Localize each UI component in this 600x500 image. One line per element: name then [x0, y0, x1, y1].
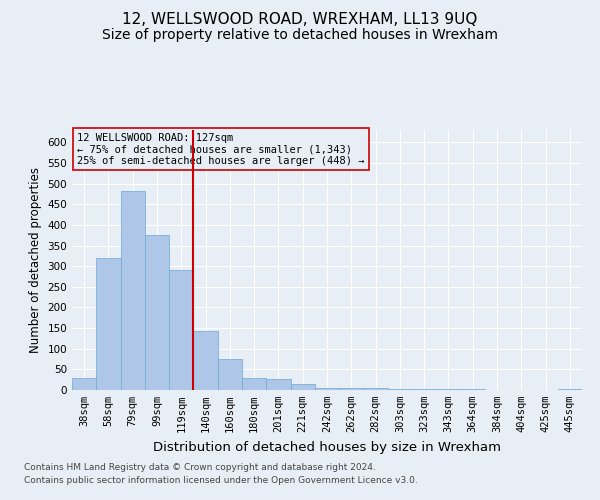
- Bar: [121, 190, 145, 390]
- Bar: [266, 379, 290, 390]
- Bar: [218, 359, 242, 390]
- Bar: [388, 389, 412, 390]
- Bar: [339, 388, 364, 390]
- Bar: [461, 389, 485, 390]
- Y-axis label: Number of detached properties: Number of detached properties: [29, 167, 42, 353]
- Text: 12 WELLSWOOD ROAD: 127sqm
← 75% of detached houses are smaller (1,343)
25% of se: 12 WELLSWOOD ROAD: 127sqm ← 75% of detac…: [77, 132, 365, 166]
- Bar: [290, 384, 315, 390]
- Bar: [242, 378, 266, 390]
- Bar: [72, 378, 96, 390]
- Text: Size of property relative to detached houses in Wrexham: Size of property relative to detached ho…: [102, 28, 498, 42]
- Text: Contains HM Land Registry data © Crown copyright and database right 2024.: Contains HM Land Registry data © Crown c…: [24, 464, 376, 472]
- X-axis label: Distribution of detached houses by size in Wrexham: Distribution of detached houses by size …: [153, 440, 501, 454]
- Bar: [315, 388, 339, 390]
- Bar: [193, 331, 218, 390]
- Text: Contains public sector information licensed under the Open Government Licence v3: Contains public sector information licen…: [24, 476, 418, 485]
- Bar: [96, 258, 121, 390]
- Bar: [412, 389, 436, 390]
- Bar: [436, 389, 461, 390]
- Bar: [558, 389, 582, 390]
- Bar: [145, 235, 169, 390]
- Bar: [169, 270, 193, 390]
- Bar: [364, 388, 388, 390]
- Text: 12, WELLSWOOD ROAD, WREXHAM, LL13 9UQ: 12, WELLSWOOD ROAD, WREXHAM, LL13 9UQ: [122, 12, 478, 28]
